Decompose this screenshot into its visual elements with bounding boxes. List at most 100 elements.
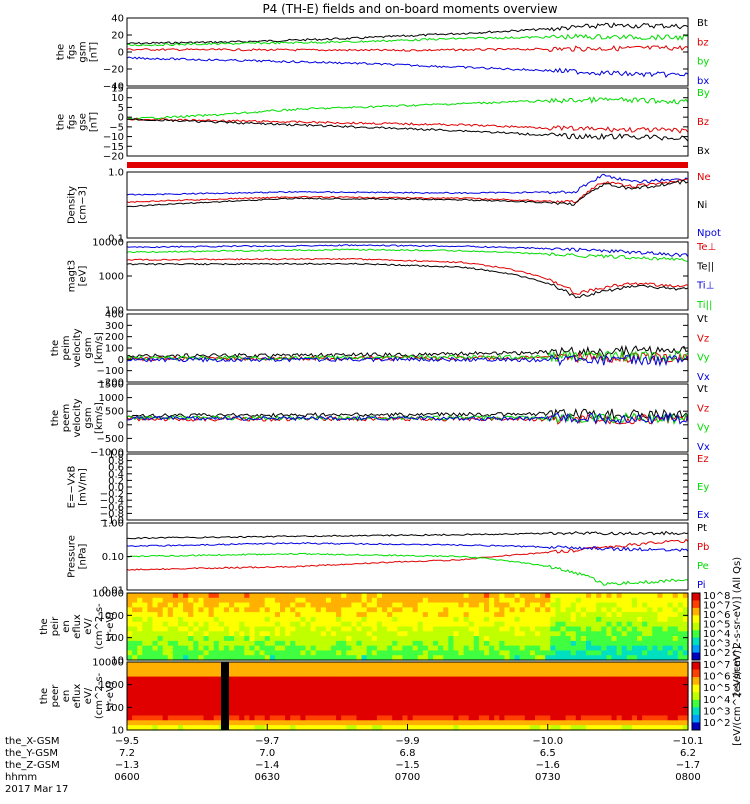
heatmap-cell bbox=[652, 705, 658, 712]
heatmap-cell bbox=[382, 631, 388, 637]
heatmap-cell bbox=[540, 636, 546, 642]
heatmap-cell bbox=[453, 710, 460, 717]
heatmap-cell bbox=[667, 602, 674, 608]
heatmap-cell bbox=[127, 650, 133, 656]
heatmap-cell bbox=[387, 636, 393, 642]
heatmap-cell bbox=[315, 597, 322, 604]
heatmap-cell bbox=[494, 691, 500, 697]
heatmap-cell bbox=[157, 681, 164, 687]
heatmap-cell bbox=[631, 621, 638, 628]
heatmap-cell bbox=[631, 710, 638, 717]
heatmap-cell bbox=[422, 715, 429, 721]
heatmap-cell bbox=[672, 700, 679, 707]
heatmap-cell bbox=[448, 705, 454, 712]
heatmap-cell bbox=[167, 607, 174, 613]
heatmap-cell bbox=[626, 631, 633, 637]
heatmap-cell bbox=[234, 621, 240, 628]
colorbar-swatch bbox=[692, 669, 700, 678]
heatmap-cell bbox=[637, 621, 643, 628]
heatmap-cell bbox=[540, 607, 546, 613]
heatmap-cell bbox=[285, 655, 291, 661]
heatmap-cell bbox=[193, 666, 199, 673]
heatmap-cell bbox=[484, 720, 490, 726]
heatmap-cell bbox=[259, 650, 266, 656]
heatmap-cell bbox=[657, 650, 664, 656]
heatmap-cell bbox=[351, 616, 358, 623]
heatmap-cell bbox=[137, 725, 143, 731]
heatmap-cell bbox=[239, 655, 245, 661]
series-temperature-2 bbox=[126, 257, 689, 295]
heatmap-cell bbox=[254, 616, 261, 623]
y-tick-label: −200 bbox=[97, 378, 124, 389]
heatmap-cell bbox=[453, 626, 460, 632]
heatmap-cell bbox=[412, 671, 419, 678]
heatmap-cell bbox=[473, 705, 480, 712]
heatmap-cell bbox=[198, 616, 205, 623]
y-tick-label: 10000 bbox=[92, 238, 124, 249]
heatmap-cell bbox=[280, 696, 286, 702]
heatmap-cell bbox=[142, 607, 148, 613]
heatmap-cell bbox=[417, 705, 424, 712]
heatmap-cell bbox=[478, 696, 485, 702]
heatmap-cell bbox=[509, 593, 516, 599]
heatmap-cell bbox=[172, 666, 179, 673]
heatmap-cell bbox=[555, 666, 562, 673]
heatmap-cell bbox=[188, 715, 194, 721]
heatmap-cell bbox=[504, 631, 511, 637]
heatmap-cell bbox=[183, 650, 189, 656]
y-tick-label: 1000 bbox=[99, 393, 124, 404]
heatmap-cell bbox=[132, 686, 138, 692]
heatmap-cell bbox=[264, 645, 271, 652]
heatmap-cell bbox=[468, 720, 475, 726]
heatmap-cell bbox=[249, 720, 256, 726]
heatmap-cell bbox=[152, 597, 159, 604]
panel-frame bbox=[126, 592, 689, 661]
heatmap-cell bbox=[494, 700, 500, 707]
heatmap-cell bbox=[361, 686, 368, 692]
heatmap-cell bbox=[677, 631, 684, 637]
heatmap-cell bbox=[203, 612, 210, 618]
heatmap-cell bbox=[387, 705, 393, 712]
heatmap-cell bbox=[336, 640, 342, 647]
heatmap-cell bbox=[524, 645, 531, 652]
heatmap-cell bbox=[677, 700, 684, 707]
heatmap-cell bbox=[448, 655, 454, 661]
heatmap-cell bbox=[356, 645, 363, 652]
heatmap-cell bbox=[259, 626, 266, 632]
heatmap-cell bbox=[178, 607, 184, 613]
heatmap-cell bbox=[647, 676, 653, 683]
heatmap-cell bbox=[524, 691, 531, 697]
heatmap-cell bbox=[315, 645, 322, 652]
heatmap-cell bbox=[642, 696, 648, 702]
heatmap-cell bbox=[336, 602, 342, 608]
heatmap-cell bbox=[341, 631, 347, 637]
heatmap-cell bbox=[535, 720, 541, 726]
heatmap-cell bbox=[514, 607, 521, 613]
heatmap-cell bbox=[244, 705, 250, 712]
heatmap-cell bbox=[478, 686, 485, 692]
heatmap-cell bbox=[606, 616, 613, 623]
heatmap-cell bbox=[188, 725, 194, 731]
legend-Pt: Pt bbox=[697, 523, 707, 534]
heatmap-cell bbox=[234, 681, 240, 687]
heatmap-cell bbox=[677, 602, 684, 608]
heatmap-cell bbox=[346, 696, 352, 702]
heatmap-cell bbox=[336, 612, 342, 618]
heatmap-cell bbox=[438, 602, 444, 608]
heatmap-cell bbox=[443, 597, 449, 604]
heatmap-cell bbox=[637, 671, 643, 678]
heatmap-cell bbox=[473, 671, 480, 678]
heatmap-cell bbox=[478, 645, 485, 652]
heatmap-cell bbox=[529, 676, 536, 683]
heatmap-cell bbox=[152, 696, 159, 702]
heatmap-cell bbox=[682, 655, 689, 661]
heatmap-cell bbox=[336, 650, 342, 656]
heatmap-cell bbox=[591, 650, 597, 656]
heatmap-cell bbox=[560, 655, 567, 661]
heatmap-cell bbox=[458, 607, 465, 613]
y-tick-label: 1500 bbox=[99, 380, 124, 391]
heatmap-cell bbox=[560, 720, 567, 726]
heatmap-cell bbox=[417, 597, 424, 604]
heatmap-cell bbox=[637, 691, 643, 697]
heatmap-cell bbox=[509, 640, 516, 647]
